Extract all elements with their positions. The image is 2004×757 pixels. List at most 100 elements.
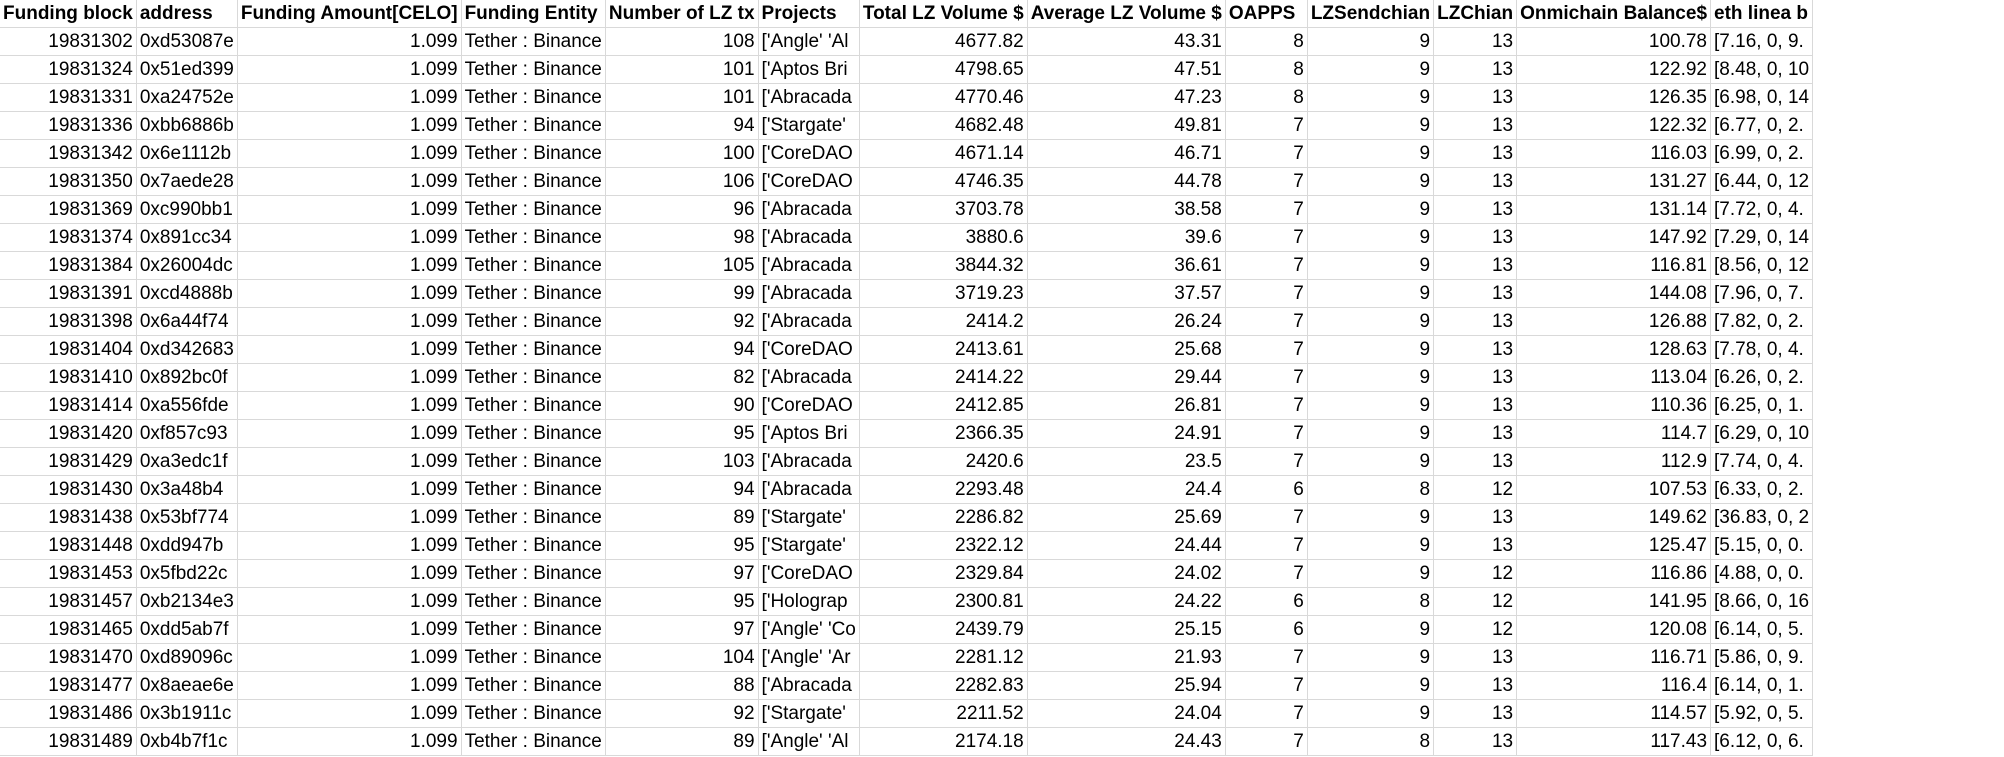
table-cell[interactable]: [7.29, 0, 14 [1710, 223, 1814, 252]
table-cell[interactable]: 0xa3edc1f [136, 447, 238, 476]
table-cell[interactable]: Tether : Binance [461, 27, 606, 56]
table-cell[interactable]: 2414.22 [859, 363, 1028, 392]
table-cell[interactable]: 19831324 [0, 55, 137, 84]
table-cell[interactable]: 1.099 [237, 279, 462, 308]
table-cell[interactable]: 3719.23 [859, 279, 1028, 308]
table-cell[interactable]: 97 [605, 615, 759, 644]
table-cell[interactable]: 9 [1307, 447, 1435, 476]
table-cell[interactable]: [7.78, 0, 4. [1710, 335, 1814, 364]
table-cell[interactable]: 0xf857c93 [136, 419, 238, 448]
table-cell[interactable]: 94 [605, 335, 759, 364]
table-cell[interactable]: 19831448 [0, 531, 137, 560]
table-cell[interactable]: 1.099 [237, 419, 462, 448]
table-cell[interactable]: ['Stargate' [758, 503, 860, 532]
table-cell[interactable]: Tether : Binance [461, 139, 606, 168]
table-cell[interactable]: 120.08 [1516, 615, 1712, 644]
table-cell[interactable]: 95 [605, 419, 759, 448]
table-cell[interactable]: Tether : Binance [461, 167, 606, 196]
table-cell[interactable]: [7.72, 0, 4. [1710, 195, 1814, 224]
table-cell[interactable]: [4.88, 0, 0. [1710, 559, 1814, 588]
table-cell[interactable]: 13 [1433, 167, 1518, 196]
table-cell[interactable]: 13 [1433, 503, 1518, 532]
table-cell[interactable]: [6.25, 0, 1. [1710, 391, 1814, 420]
column-header[interactable]: Funding Amount[CELO] [237, 0, 462, 28]
table-cell[interactable]: 25.69 [1027, 503, 1226, 532]
table-cell[interactable]: 1.099 [237, 111, 462, 140]
table-cell[interactable]: Tether : Binance [461, 559, 606, 588]
table-cell[interactable]: 88 [605, 671, 759, 700]
table-cell[interactable]: 0xb4b7f1c [136, 727, 238, 756]
table-cell[interactable]: 99 [605, 279, 759, 308]
table-cell[interactable]: 9 [1307, 531, 1435, 560]
table-cell[interactable]: 13 [1433, 195, 1518, 224]
table-cell[interactable]: 7 [1225, 279, 1308, 308]
column-header[interactable]: Onmichain Balance$ [1516, 0, 1712, 28]
table-cell[interactable]: [6.26, 0, 2. [1710, 363, 1814, 392]
table-cell[interactable]: 37.57 [1027, 279, 1226, 308]
column-header[interactable]: LZChian [1433, 0, 1518, 28]
table-cell[interactable]: ['Stargate' [758, 699, 860, 728]
table-cell[interactable]: 2293.48 [859, 475, 1028, 504]
table-cell[interactable]: 95 [605, 531, 759, 560]
table-cell[interactable]: 19831374 [0, 223, 137, 252]
table-cell[interactable]: 19831331 [0, 83, 137, 112]
table-cell[interactable]: 13 [1433, 447, 1518, 476]
table-cell[interactable]: 128.63 [1516, 335, 1712, 364]
table-cell[interactable]: 92 [605, 699, 759, 728]
column-header[interactable]: Projects [758, 0, 860, 28]
table-cell[interactable]: 2439.79 [859, 615, 1028, 644]
table-cell[interactable]: 19831430 [0, 475, 137, 504]
table-cell[interactable]: Tether : Binance [461, 671, 606, 700]
table-cell[interactable]: 9 [1307, 223, 1435, 252]
column-header[interactable]: address [136, 0, 238, 28]
table-cell[interactable]: 47.51 [1027, 55, 1226, 84]
table-cell[interactable]: 46.71 [1027, 139, 1226, 168]
table-cell[interactable]: 116.03 [1516, 139, 1712, 168]
table-cell[interactable]: 114.57 [1516, 699, 1712, 728]
table-cell[interactable]: 1.099 [237, 335, 462, 364]
table-cell[interactable]: ['CoreDAO [758, 335, 860, 364]
table-cell[interactable]: [7.96, 0, 7. [1710, 279, 1814, 308]
table-cell[interactable]: Tether : Binance [461, 447, 606, 476]
table-cell[interactable]: 6 [1225, 587, 1308, 616]
table-cell[interactable]: 1.099 [237, 503, 462, 532]
table-cell[interactable]: 89 [605, 503, 759, 532]
table-cell[interactable]: 97 [605, 559, 759, 588]
table-cell[interactable]: 8 [1307, 727, 1435, 756]
table-cell[interactable]: 1.099 [237, 727, 462, 756]
table-cell[interactable]: 13 [1433, 671, 1518, 700]
table-cell[interactable]: [7.16, 0, 9. [1710, 27, 1814, 56]
table-cell[interactable]: ['Angle' 'Al [758, 27, 860, 56]
table-cell[interactable]: 149.62 [1516, 503, 1712, 532]
table-cell[interactable]: 0xa556fde [136, 391, 238, 420]
table-cell[interactable]: 24.43 [1027, 727, 1226, 756]
table-cell[interactable]: 1.099 [237, 475, 462, 504]
table-cell[interactable]: 12 [1433, 559, 1518, 588]
table-cell[interactable]: 101 [605, 83, 759, 112]
table-cell[interactable]: 2300.81 [859, 587, 1028, 616]
table-cell[interactable]: 9 [1307, 111, 1435, 140]
table-cell[interactable]: 19831336 [0, 111, 137, 140]
table-cell[interactable]: 25.68 [1027, 335, 1226, 364]
table-cell[interactable]: ['CoreDAO [758, 167, 860, 196]
table-cell[interactable]: 122.92 [1516, 55, 1712, 84]
table-cell[interactable]: 7 [1225, 223, 1308, 252]
table-cell[interactable]: 7 [1225, 727, 1308, 756]
table-cell[interactable]: 19831391 [0, 279, 137, 308]
table-cell[interactable]: 9 [1307, 251, 1435, 280]
table-cell[interactable]: 0x3a48b4 [136, 475, 238, 504]
table-cell[interactable]: 13 [1433, 727, 1518, 756]
table-cell[interactable]: 2282.83 [859, 671, 1028, 700]
table-cell[interactable]: 2413.61 [859, 335, 1028, 364]
table-cell[interactable]: 9 [1307, 55, 1435, 84]
table-cell[interactable]: 13 [1433, 223, 1518, 252]
table-cell[interactable]: 1.099 [237, 587, 462, 616]
table-cell[interactable]: 7 [1225, 111, 1308, 140]
table-cell[interactable]: ['CoreDAO [758, 559, 860, 588]
table-cell[interactable]: 0xd342683 [136, 335, 238, 364]
table-cell[interactable]: 9 [1307, 391, 1435, 420]
table-cell[interactable]: [6.77, 0, 2. [1710, 111, 1814, 140]
table-cell[interactable]: 7 [1225, 195, 1308, 224]
table-cell[interactable]: 0x26004dc [136, 251, 238, 280]
table-cell[interactable]: ['Angle' 'Ar [758, 643, 860, 672]
